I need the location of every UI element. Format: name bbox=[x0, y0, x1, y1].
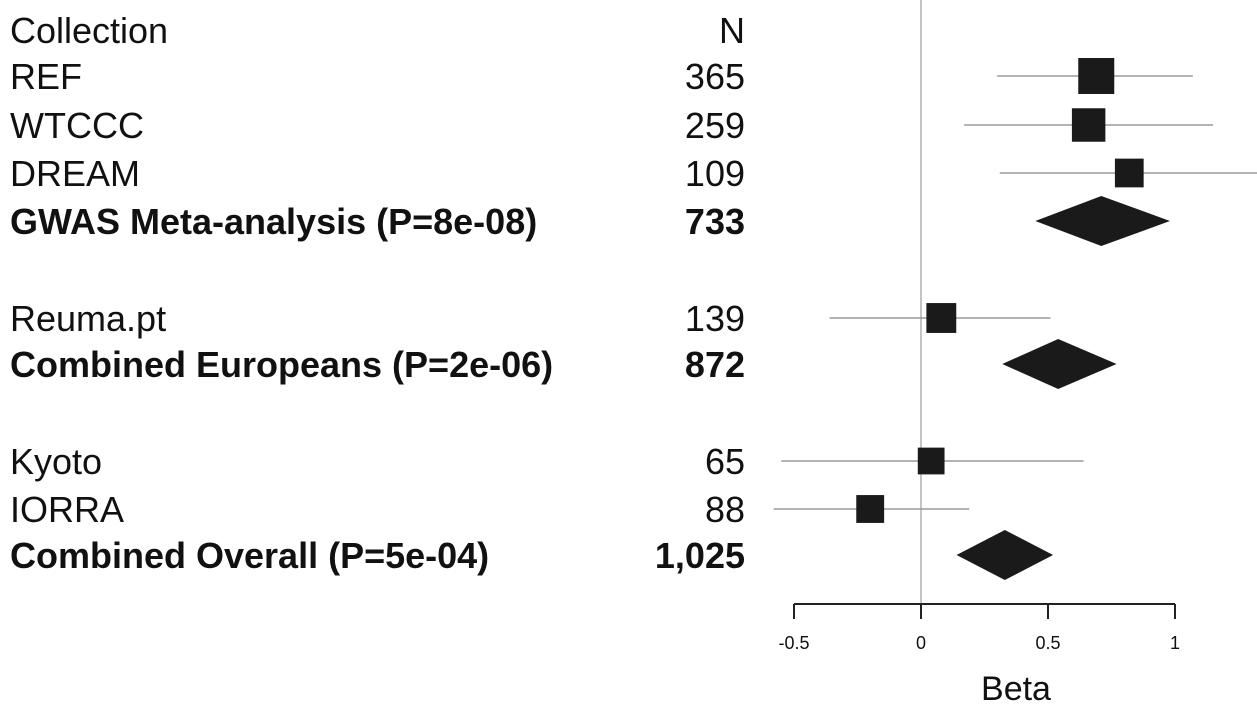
row-labels: Collection N bbox=[10, 10, 745, 51]
effect-square bbox=[1114, 158, 1144, 188]
effect-square bbox=[856, 495, 885, 523]
summary-diamond bbox=[956, 530, 1054, 580]
effect-markers bbox=[856, 58, 1170, 580]
row-label: IORRA bbox=[10, 489, 124, 530]
x-tick-label: 1 bbox=[1170, 633, 1180, 653]
effect-square bbox=[917, 447, 945, 475]
x-tick-label: -0.5 bbox=[778, 633, 809, 653]
row-n: 109 bbox=[685, 153, 745, 194]
confidence-intervals bbox=[773, 75, 1257, 510]
row-n: 139 bbox=[685, 298, 745, 339]
x-axis: -0.5 0 0.5 1 bbox=[778, 603, 1180, 653]
summary-diamond bbox=[1035, 196, 1170, 246]
x-axis-title: Beta bbox=[981, 670, 1051, 708]
row-label: Combined Europeans (P=2e-06) bbox=[10, 344, 553, 385]
row-label: GWAS Meta-analysis (P=8e-08) bbox=[10, 201, 537, 242]
row-label: WTCCC bbox=[10, 105, 144, 146]
row-label: Reuma.pt bbox=[10, 298, 166, 339]
row-n: 872 bbox=[685, 344, 745, 385]
summary-diamond bbox=[1002, 339, 1117, 389]
effect-square bbox=[1078, 58, 1115, 94]
row-label: Kyoto bbox=[10, 441, 102, 482]
x-tick-label: 0.5 bbox=[1035, 633, 1060, 653]
x-tick-label: 0 bbox=[916, 633, 926, 653]
row-label: Combined Overall (P=5e-04) bbox=[10, 535, 489, 576]
effect-square bbox=[1071, 108, 1106, 142]
row-n: 65 bbox=[705, 441, 745, 482]
row-n: 88 bbox=[705, 489, 745, 530]
effect-square bbox=[926, 303, 957, 333]
row-n: 365 bbox=[685, 56, 745, 97]
row-n: 259 bbox=[685, 105, 745, 146]
row-label: DREAM bbox=[10, 153, 140, 194]
row-n: 1,025 bbox=[655, 535, 745, 576]
header-n: N bbox=[719, 10, 745, 51]
study-labels: REF 365 WTCCC 259 DREAM 109 GWAS Meta-analysis… bbox=[10, 56, 745, 576]
row-label: REF bbox=[10, 56, 82, 97]
row-n: 733 bbox=[685, 201, 745, 242]
header-collection: Collection bbox=[10, 10, 168, 51]
